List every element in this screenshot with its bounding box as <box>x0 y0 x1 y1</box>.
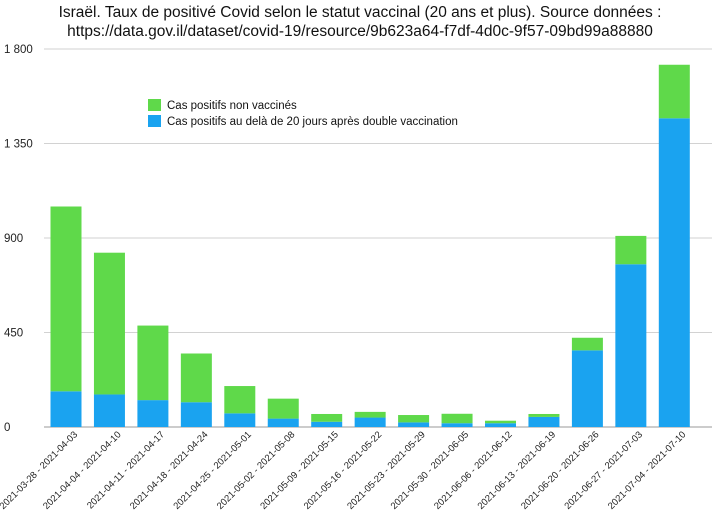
bar-segment-unvaccinated <box>50 206 82 392</box>
bar-segment-vaccinated <box>267 418 299 427</box>
legend: Cas positifs non vaccinés Cas positifs au… <box>148 99 458 128</box>
x-tick-label: 2021-05-09 - 2021-05-15 <box>258 429 340 511</box>
bar-segment-unvaccinated <box>485 420 516 424</box>
legend-swatch <box>148 99 161 111</box>
y-tick-label: 900 <box>4 233 23 245</box>
legend-label: Cas positifs non vaccinés <box>167 100 297 112</box>
bar-segment-vaccinated <box>658 118 690 428</box>
bar-segment-vaccinated <box>137 400 169 427</box>
chart-title-line2: https://data.gov.il/dataset/covid-19/res… <box>67 23 653 40</box>
bar-segment-unvaccinated <box>354 411 386 418</box>
x-tick-label: 2021-05-30 - 2021-06-05 <box>389 429 471 511</box>
bar-segment-vaccinated <box>354 417 386 427</box>
y-tick-label: 450 <box>4 328 23 340</box>
bar-segment-vaccinated <box>311 421 343 427</box>
x-tick-label: 2021-06-20 - 2021-06-26 <box>519 429 601 511</box>
bar-segment-vaccinated <box>441 423 473 427</box>
bar-segment-unvaccinated <box>398 415 430 423</box>
bar-segment-unvaccinated <box>267 398 299 419</box>
y-tick-label: 1 350 <box>4 139 33 151</box>
bar-segment-vaccinated <box>398 422 430 427</box>
bar-segment-unvaccinated <box>93 252 125 395</box>
bar-segment-vaccinated <box>615 264 647 427</box>
bar-segment-vaccinated <box>528 416 560 427</box>
y-tick-label: 0 <box>4 422 10 434</box>
x-tick-label: 2021-06-27 - 2021-07-03 <box>562 429 644 511</box>
bar-segment-vaccinated <box>50 391 82 427</box>
bar-segment-unvaccinated <box>615 235 647 265</box>
x-tick-label: 2021-04-25 - 2021-05-01 <box>171 429 253 511</box>
x-tick-label: 2021-07-04 - 2021-07-10 <box>606 429 688 511</box>
x-tick-label: 2021-06-06 - 2021-06-12 <box>432 429 514 511</box>
bar-segment-unvaccinated <box>224 386 256 414</box>
bar-segment-vaccinated <box>180 402 212 427</box>
legend-label: Cas positifs au delà de 20 jours après d… <box>167 116 458 128</box>
bar-segment-unvaccinated <box>137 325 169 401</box>
x-tick-label: 2021-04-11 - 2021-04-17 <box>85 429 167 511</box>
chart-title: Israël. Taux de positivé Covid selon le … <box>0 3 720 41</box>
x-tick-label: 2021-06-13 - 2021-06-19 <box>476 429 558 511</box>
bar-segment-unvaccinated <box>441 413 473 424</box>
bar-segment-unvaccinated <box>180 353 212 403</box>
bar-segment-vaccinated <box>485 423 516 427</box>
bar-segment-vaccinated <box>224 413 256 427</box>
legend-swatch <box>148 115 161 127</box>
x-tick-label: 2021-05-02 - 2021-05-08 <box>215 429 297 511</box>
bar-segment-unvaccinated <box>571 337 603 351</box>
x-tick-label: 2021-05-23 - 2021-05-29 <box>345 429 427 511</box>
bar-segment-unvaccinated <box>658 64 690 119</box>
bar-segment-vaccinated <box>571 350 603 427</box>
bar-segment-unvaccinated <box>528 413 560 417</box>
x-tick-label: 2021-03-28 - 2021-04-03 <box>0 429 80 511</box>
x-tick-label: 2021-04-04 - 2021-04-10 <box>41 429 123 511</box>
bar-segment-vaccinated <box>93 394 125 427</box>
y-axis: 0 450 900 1 350 1 800 <box>4 44 33 434</box>
x-tick-label: 2021-05-16 - 2021-05-22 <box>302 429 384 511</box>
bar-segment-unvaccinated <box>311 413 343 422</box>
bars <box>50 64 690 428</box>
chart-title-line1: Israël. Taux de positivé Covid selon le … <box>58 4 662 21</box>
x-tick-label: 2021-04-18 - 2021-04-24 <box>128 429 210 511</box>
y-tick-label: 1 800 <box>4 44 33 56</box>
